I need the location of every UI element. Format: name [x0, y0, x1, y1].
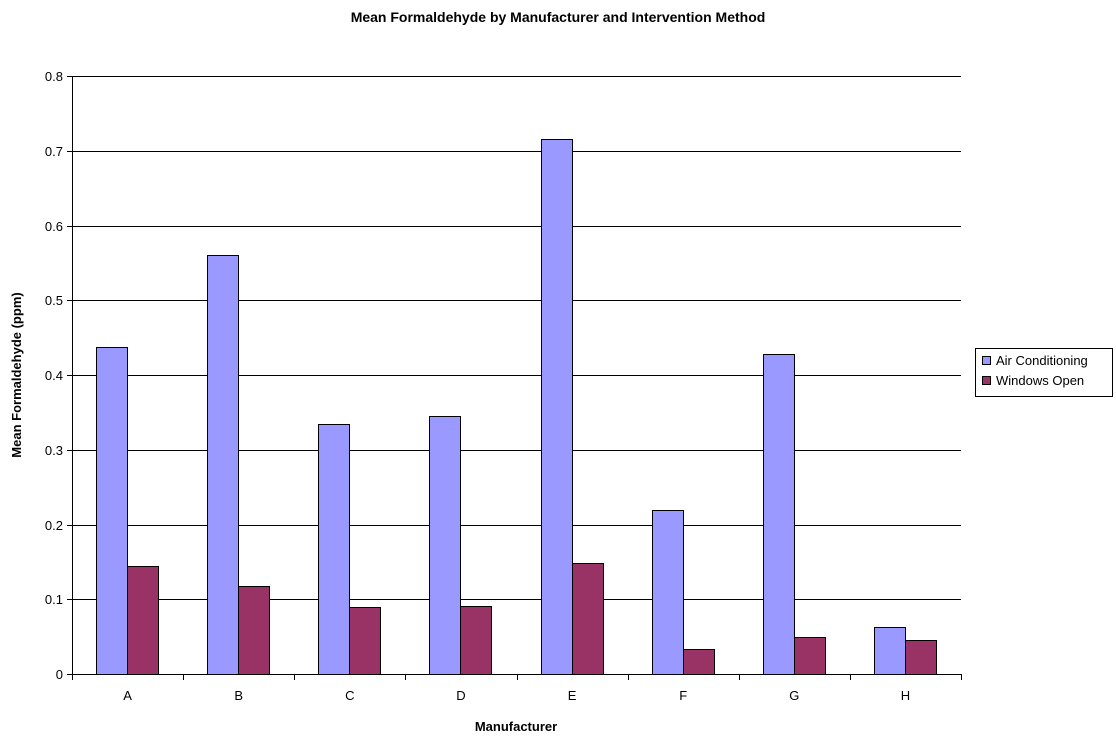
bar-windows-open-f — [683, 649, 715, 675]
bar-air-conditioning-a — [96, 347, 128, 675]
y-tick-label: 0 — [56, 667, 63, 682]
bars — [96, 139, 937, 675]
y-tick-label: 0.2 — [45, 518, 63, 533]
bar-air-conditioning-c — [318, 424, 350, 675]
x-tick-label: A — [123, 688, 132, 703]
bar-windows-open-e — [572, 563, 604, 675]
x-tick-label: H — [901, 688, 910, 703]
x-axis-title: Manufacturer — [475, 719, 557, 734]
y-tick-label: 0.8 — [45, 69, 63, 84]
legend-box — [975, 348, 1113, 397]
bar-air-conditioning-g — [763, 354, 795, 675]
legend-swatch — [982, 376, 991, 385]
bar-air-conditioning-d — [429, 416, 461, 675]
y-tick-label: 0.6 — [45, 219, 63, 234]
legend-swatch — [982, 356, 991, 365]
bar-windows-open-c — [349, 607, 381, 675]
legend-entry: Air Conditioning — [996, 353, 1088, 368]
y-tick-label: 0.1 — [45, 592, 63, 607]
bar-air-conditioning-f — [652, 510, 684, 675]
x-tick-label: E — [568, 688, 577, 703]
bar-windows-open-g — [794, 637, 826, 675]
x-axis-ticks: A B C D E F G H — [72, 674, 962, 703]
y-axis-ticks: 0 0.1 0.2 0.3 0.4 0.5 0.6 0.7 0.8 — [45, 69, 72, 682]
y-tick-label: 0.7 — [45, 144, 63, 159]
y-axis-title: Mean Formaldehyde (ppm) — [9, 292, 24, 457]
legend-entry: Windows Open — [996, 373, 1084, 388]
x-tick-label: D — [456, 688, 465, 703]
bar-windows-open-a — [127, 566, 159, 675]
y-tick-label: 0.4 — [45, 368, 63, 383]
y-tick-label: 0.5 — [45, 293, 63, 308]
gridlines — [72, 76, 961, 600]
legend: Air Conditioning Windows Open — [975, 348, 1113, 397]
x-tick-label: B — [234, 688, 243, 703]
x-tick-label: G — [789, 688, 799, 703]
bar-air-conditioning-e — [541, 139, 573, 675]
y-tick-label: 0.3 — [45, 443, 63, 458]
axes — [72, 76, 961, 675]
x-tick-label: F — [679, 688, 687, 703]
bar-windows-open-b — [238, 586, 270, 675]
bar-windows-open-d — [460, 606, 492, 675]
bar-windows-open-h — [905, 640, 937, 675]
bar-air-conditioning-h — [874, 627, 906, 675]
x-tick-label: C — [345, 688, 354, 703]
bar-air-conditioning-b — [207, 255, 239, 675]
chart-title: Mean Formaldehyde by Manufacturer and In… — [351, 9, 766, 25]
